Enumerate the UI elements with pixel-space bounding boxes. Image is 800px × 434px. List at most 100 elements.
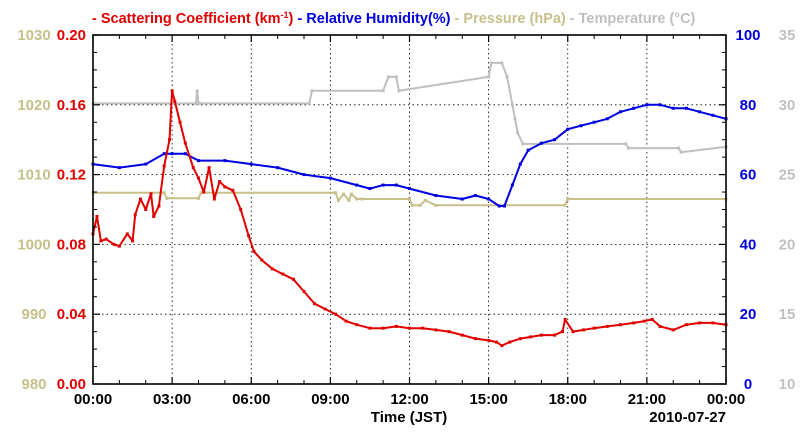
scattering-point [302, 290, 306, 294]
humidity-point [592, 120, 596, 124]
humidity-point [510, 183, 514, 187]
scattering-point [99, 239, 103, 243]
humidity-point [566, 127, 570, 131]
scattering-point [281, 272, 285, 276]
humidity-point [684, 106, 688, 110]
scattering-point [355, 323, 359, 327]
pressure-point [349, 192, 353, 196]
temperature-point [677, 146, 681, 150]
temperature-tick-label: 25 [779, 167, 796, 184]
scattering-point [167, 138, 171, 142]
temperature-tick-label: 15 [779, 306, 796, 323]
scattering-point [711, 321, 715, 325]
scattering-point [495, 340, 499, 344]
x-tick-label: 06:00 [232, 391, 270, 408]
scattering-point [138, 197, 142, 201]
humidity-point [518, 162, 522, 166]
scattering-point [313, 302, 317, 306]
temperature-tick-label: 35 [779, 27, 796, 44]
temperature-tick-label: 30 [779, 97, 796, 114]
legend-temperature: - Temperature (°C) [570, 11, 696, 27]
humidity-point [434, 194, 438, 198]
scattering-point [434, 328, 438, 332]
humidity-point [711, 113, 715, 117]
scattering-point [605, 324, 609, 328]
x-tick-label: 09:00 [311, 391, 349, 408]
humidity-point [502, 204, 506, 208]
humidity-point [619, 110, 622, 114]
scattering-point [323, 307, 327, 311]
scattering-point [650, 317, 654, 321]
scattering-point [117, 244, 121, 248]
humidity-point [632, 106, 636, 110]
scattering-point [144, 208, 148, 211]
humidity-point [170, 152, 174, 156]
scattering-series-line [92, 89, 727, 347]
legend-humidity: - Relative Humidity(%) [297, 11, 450, 27]
scattering-point [560, 330, 564, 334]
scattering-point [553, 333, 557, 337]
temperature-point [386, 75, 390, 79]
humidity-tick-label: 100 [735, 27, 760, 44]
x-tick-label: 00:00 [74, 391, 112, 408]
scattering-point [698, 321, 702, 325]
temperature-point [489, 61, 493, 65]
humidity-point [658, 103, 662, 107]
humidity-point [553, 138, 557, 142]
scattering-point [178, 120, 182, 124]
pressure-point [418, 203, 422, 207]
humidity-point [698, 110, 702, 114]
humidity-point [645, 103, 649, 107]
scattering-point [239, 208, 243, 211]
legend-pressure: - Pressure (hPa) [455, 11, 566, 27]
temperature-tick-label: 10 [779, 376, 796, 393]
humidity-point [223, 159, 227, 163]
scattering-point [447, 330, 451, 334]
scattering-point [582, 328, 586, 332]
pressure-point [165, 196, 169, 200]
humidity-point [197, 159, 200, 163]
pressure-point [408, 197, 411, 201]
humidity-point [671, 106, 675, 110]
pressure-point [423, 198, 427, 202]
pressure-point [162, 191, 166, 195]
scattering-point [291, 277, 295, 281]
scattering-point [270, 267, 274, 271]
pressure-point [360, 197, 364, 201]
scattering-tick-label: 0.08 [57, 236, 86, 253]
scattering-point [197, 176, 200, 180]
scattering-point [133, 213, 137, 217]
scattering-point [202, 190, 206, 194]
scattering-point [632, 321, 636, 325]
legend-scattering: - Scattering Coefficient (km-1) [92, 10, 294, 27]
scattering-tick-label: 0.00 [57, 376, 86, 393]
date-label: 2010-07-27 [649, 409, 726, 426]
grid [93, 35, 726, 384]
pressure-point [434, 203, 438, 207]
humidity-point [117, 166, 121, 170]
x-tick-label: 21:00 [628, 391, 666, 408]
pressure-point [355, 197, 359, 201]
scattering-point [684, 323, 688, 327]
pressure-point [336, 198, 340, 202]
temperature-point [500, 61, 504, 65]
temperature-point [394, 75, 398, 79]
pressure-tick-label: 980 [21, 376, 46, 393]
temperature-point [381, 89, 385, 93]
scattering-point [487, 338, 491, 342]
pressure-tick-label: 1010 [17, 167, 50, 184]
scattering-point [173, 99, 177, 103]
tick-labels: 00:00 03:00 06:00 09:00 12:00 15:00 18:00 21:00… [17, 27, 795, 408]
humidity-point [183, 152, 187, 156]
temperature-point [198, 101, 202, 105]
scattering-tick-label: 0.16 [57, 97, 86, 114]
scattering-markers [91, 89, 728, 348]
humidity-tick-label: 40 [740, 236, 757, 253]
pressure-point [563, 203, 567, 207]
scattering-point [368, 326, 372, 330]
scattering-point [508, 340, 512, 344]
scattering-point [394, 324, 398, 328]
scattering-point [619, 323, 622, 327]
temperature-point [679, 150, 683, 154]
